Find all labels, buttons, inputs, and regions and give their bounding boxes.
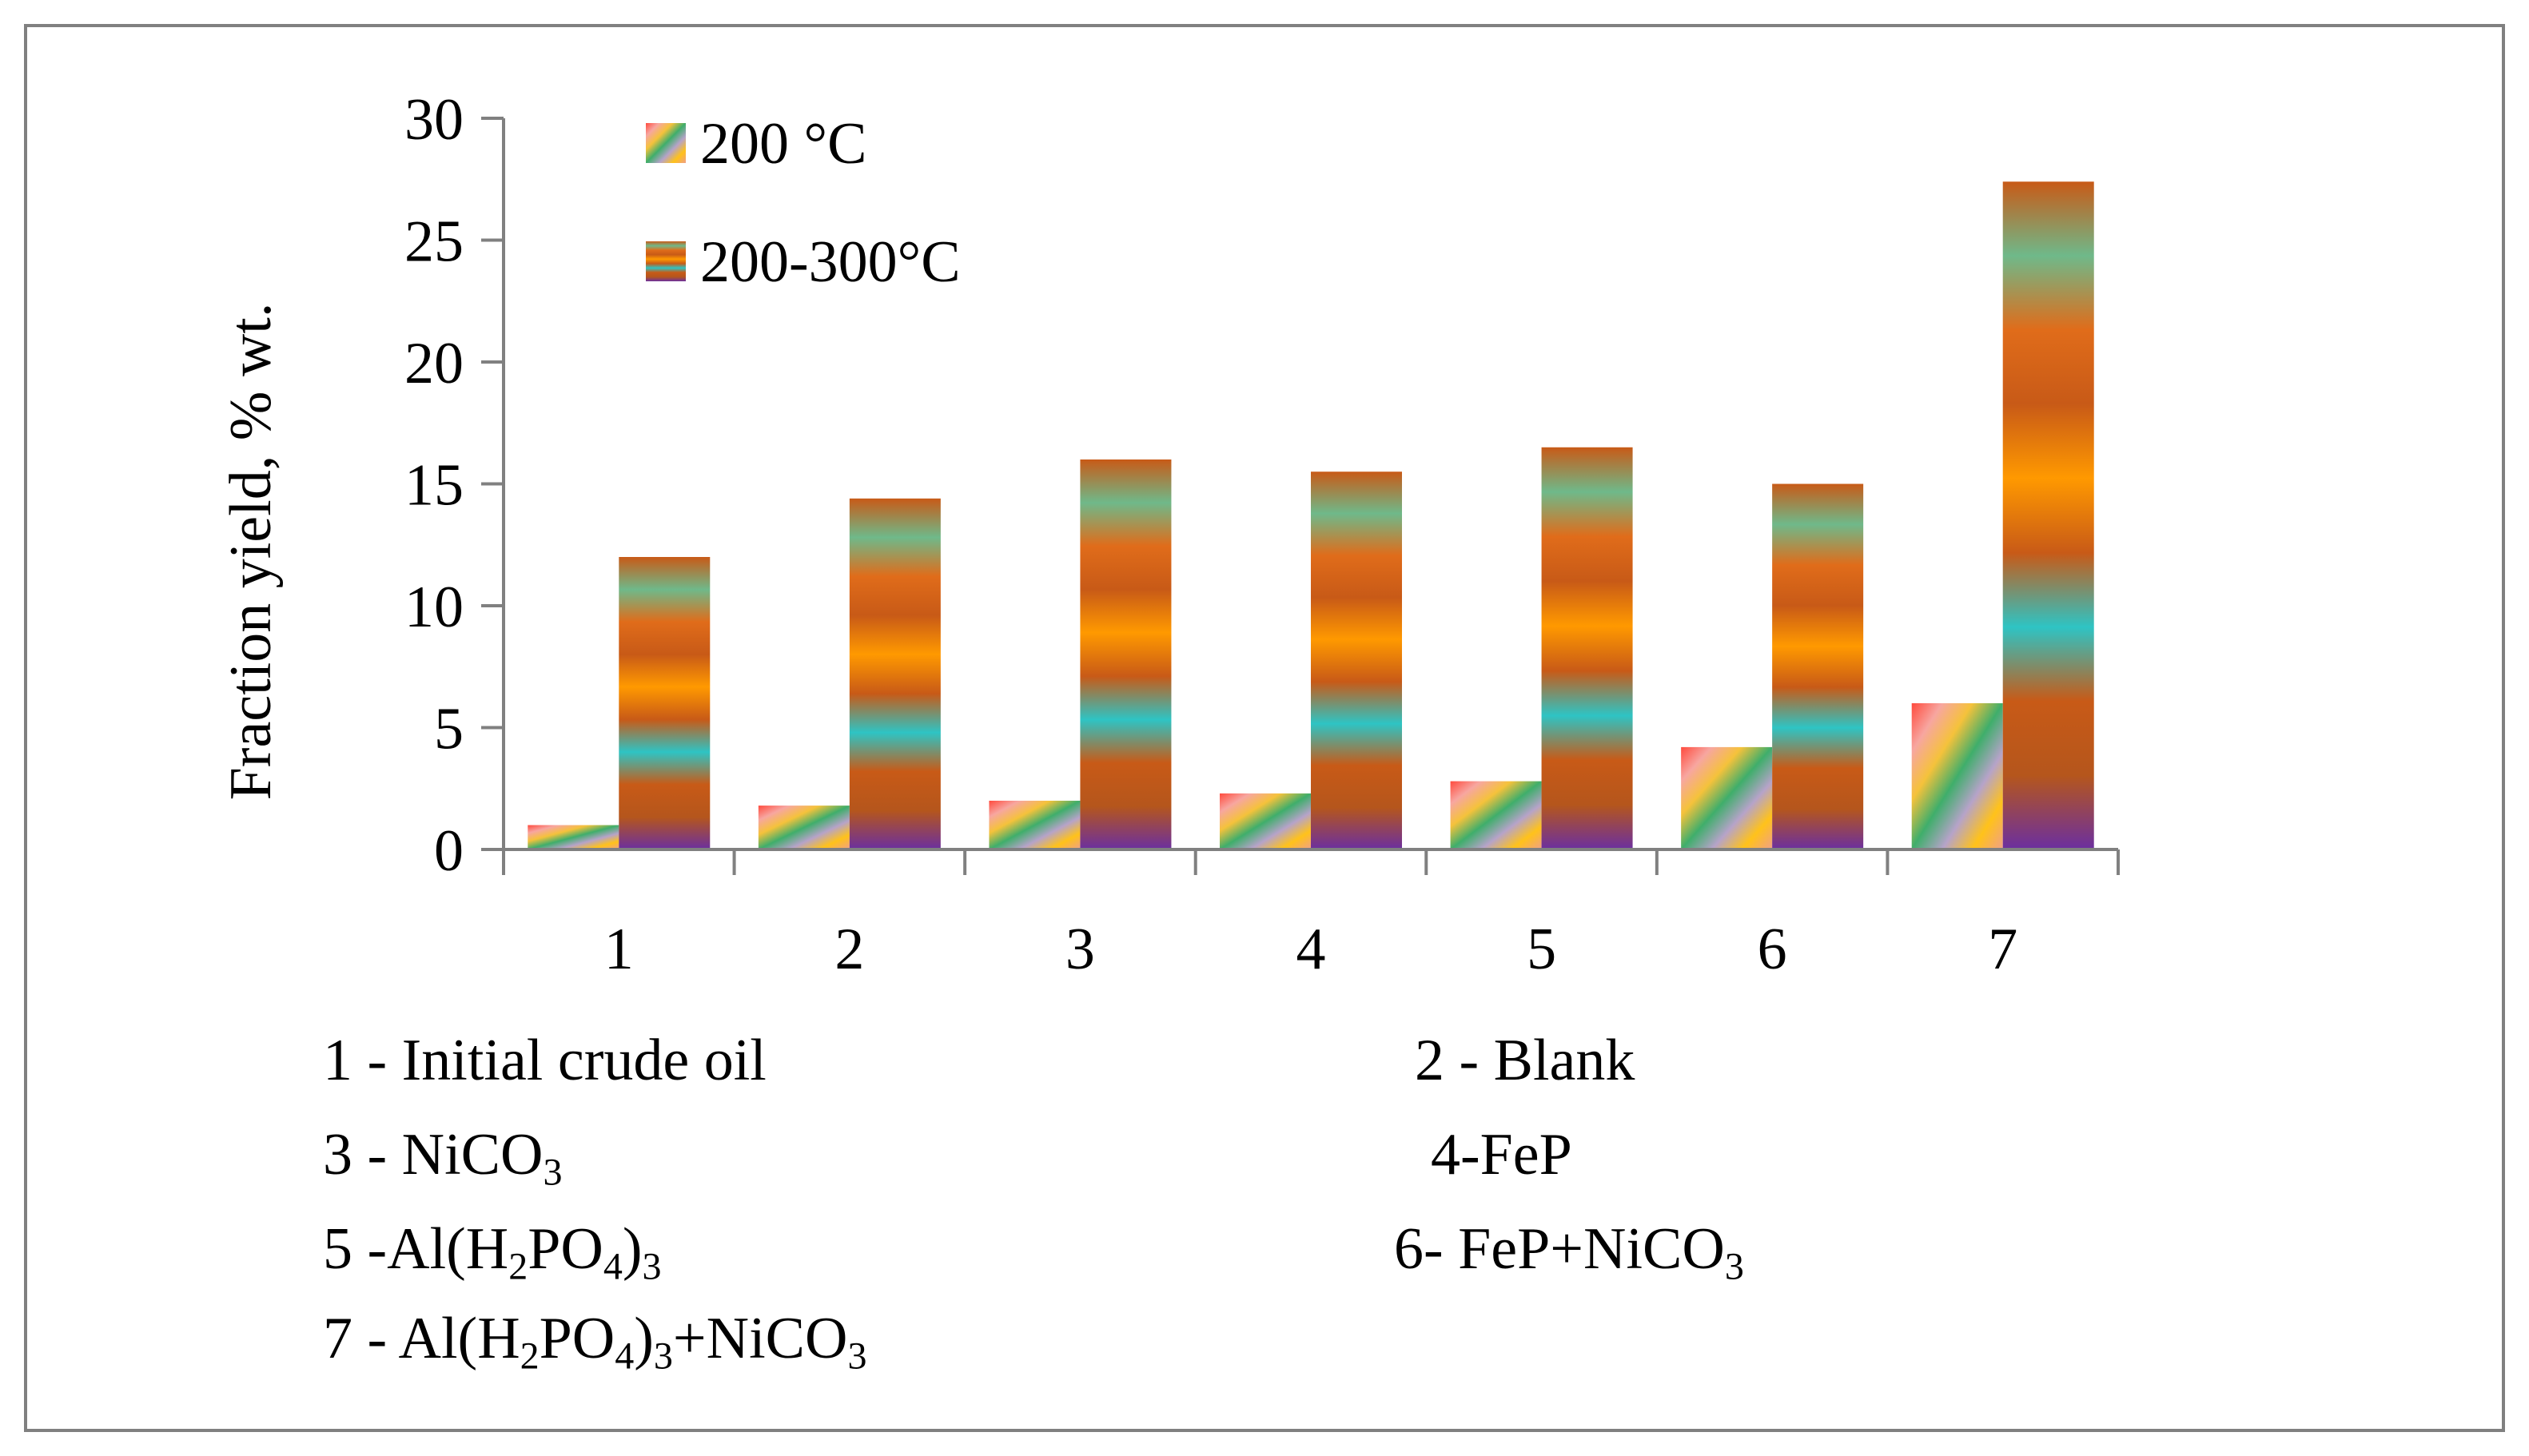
- bar-s2-cat-4: [1311, 471, 1402, 849]
- y-tick-label: 25: [404, 209, 464, 275]
- legend: 200 °C 200-300°C: [646, 111, 961, 295]
- bar-s2-cat-2: [849, 498, 941, 849]
- caption-6: 6- FeP+NiCO3: [1394, 1216, 1744, 1288]
- bar-s1-cat-3: [989, 801, 1081, 849]
- legend-label-2: 200-300°C: [700, 229, 961, 295]
- caption-3: 3 - NiCO3: [323, 1122, 563, 1194]
- y-tick-label: 5: [434, 697, 464, 762]
- caption-2: 2 - Blank: [1415, 1028, 1635, 1093]
- bar-s1-cat-5: [1450, 781, 1542, 849]
- bar-s1-cat-7: [1911, 703, 2003, 849]
- bar-s1-cat-6: [1681, 746, 1773, 849]
- ticks-group: 0 5 10 15 20 25 30 1 2 3 4 5 6 7: [404, 87, 2120, 982]
- bar-s2-cat-1: [619, 557, 711, 849]
- y-tick-label: 20: [404, 331, 464, 396]
- bar-s2-cat-7: [2002, 181, 2094, 850]
- caption-5: 5 -Al(H2PO4)3: [323, 1216, 662, 1288]
- caption-7: 7 - Al(H2PO4)3+NiCO3: [323, 1306, 867, 1378]
- y-tick-label: 0: [434, 818, 464, 884]
- bar-s1-cat-4: [1220, 793, 1311, 849]
- y-tick-label: 15: [404, 453, 464, 519]
- bar-s1-cat-1: [528, 825, 619, 849]
- x-tick-label: 2: [834, 917, 864, 982]
- x-tick-label: 3: [1065, 917, 1095, 982]
- caption-1: 1 - Initial crude oil: [323, 1028, 767, 1093]
- bar-s2-cat-3: [1080, 459, 1172, 849]
- x-tick-label: 4: [1296, 917, 1326, 982]
- legend-swatch-1: [646, 123, 686, 163]
- caption-4: 4-FeP: [1431, 1122, 1572, 1187]
- chart-frame: [24, 24, 2505, 1432]
- y-tick-label: 10: [404, 575, 464, 640]
- bars-group: [528, 181, 2094, 850]
- x-tick-label: 5: [1527, 917, 1556, 982]
- bar-s1-cat-2: [758, 806, 850, 849]
- x-tick-label: 1: [604, 917, 634, 982]
- y-axis-label: Fraction yield, % wt.: [218, 303, 284, 801]
- legend-label-1: 200 °C: [700, 111, 866, 177]
- x-tick-label: 7: [1988, 917, 2017, 982]
- bar-s2-cat-5: [1541, 447, 1633, 849]
- x-tick-label: 6: [1758, 917, 1787, 982]
- bar-s2-cat-6: [1772, 483, 1864, 849]
- legend-swatch-2: [646, 241, 686, 281]
- y-tick-label: 30: [404, 87, 464, 153]
